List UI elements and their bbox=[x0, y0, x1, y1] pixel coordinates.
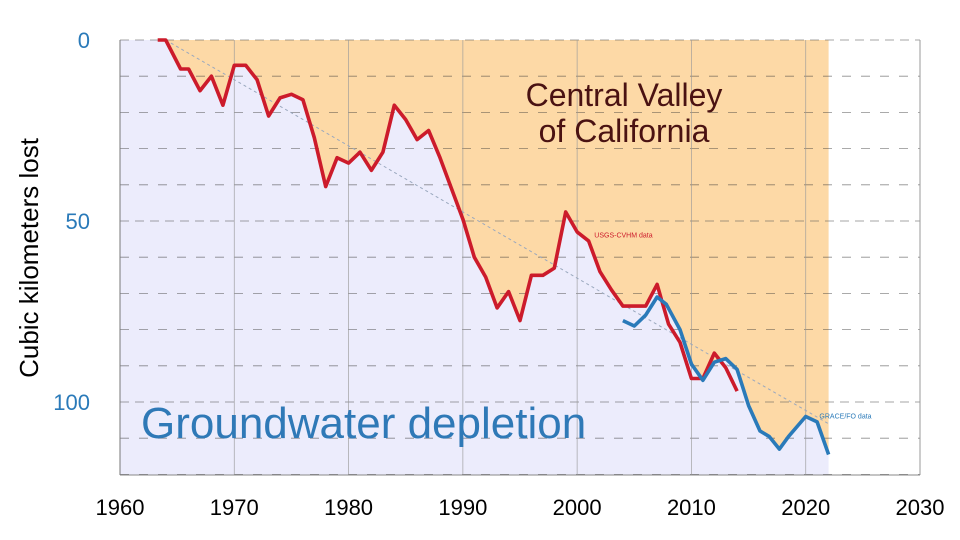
series-layer bbox=[157, 38, 831, 456]
x-tick-label: 1960 bbox=[96, 495, 145, 520]
x-tick-label: 2010 bbox=[667, 495, 716, 520]
x-tick-label: 1970 bbox=[210, 495, 259, 520]
chart-title-line-2: of California bbox=[539, 113, 710, 149]
chart-title-line-1: Central Valley bbox=[526, 77, 723, 113]
usgs-cvhm-data-label: USGS-CVHM data bbox=[594, 232, 652, 239]
grace-fo-data-label: GRACE/FO data bbox=[819, 413, 871, 420]
usgs-cvhm-series-line bbox=[157, 38, 739, 392]
y-tick-label: 100 bbox=[53, 390, 90, 415]
x-tick-label: 2020 bbox=[781, 495, 830, 520]
x-tick-label: 2030 bbox=[896, 495, 945, 520]
x-tick-label: 2000 bbox=[553, 495, 602, 520]
x-tick-label: 1990 bbox=[438, 495, 487, 520]
axes-layer: 1960 1970 1980 1990 2000 2010 2020 2030 0 50 100 bbox=[53, 28, 944, 520]
annotation-layer: USGS-CVHM data GRACE/FO data bbox=[594, 232, 871, 420]
chart-subtitle: Groundwater depletion bbox=[141, 399, 586, 448]
x-tick-label: 1980 bbox=[324, 495, 373, 520]
y-tick-label: 50 bbox=[66, 209, 90, 234]
grace-fo-series-line bbox=[622, 295, 831, 456]
groundwater-lost-region bbox=[120, 40, 829, 455]
y-tick-label: 0 bbox=[78, 28, 90, 53]
y-axis-label: Cubic kilometers lost bbox=[14, 137, 44, 378]
